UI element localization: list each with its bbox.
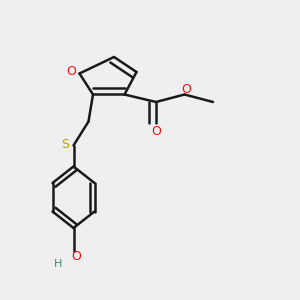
Text: S: S [61,138,69,151]
Text: O: O [66,64,76,78]
Text: O: O [181,82,191,96]
Text: O: O [71,250,81,263]
Text: H: H [54,259,63,269]
Text: O: O [151,125,161,138]
